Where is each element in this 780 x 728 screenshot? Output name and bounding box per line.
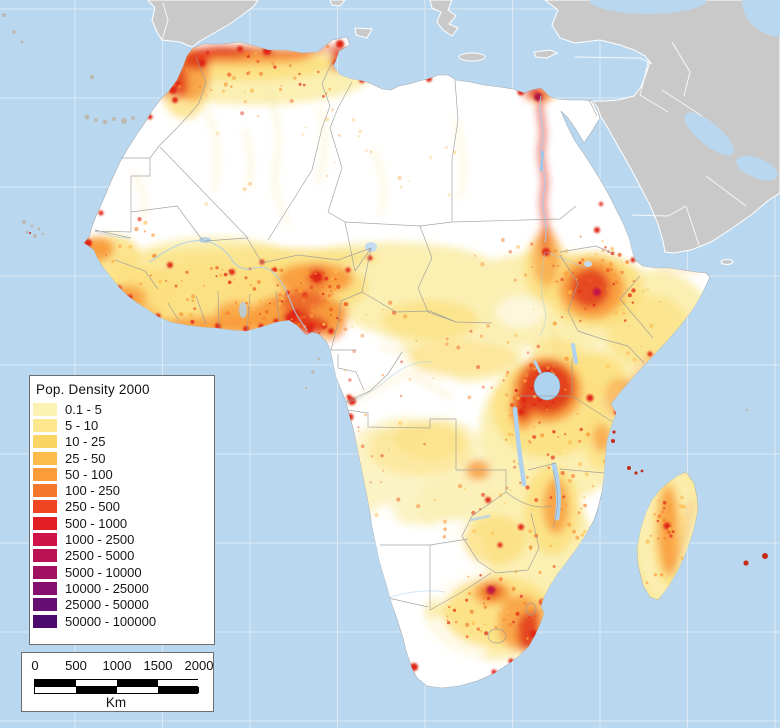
scale-bar-segment [117,687,158,693]
scale-bar-segment [76,687,117,693]
swaziland-border [525,602,537,616]
legend-label: 5 - 10 [65,417,99,433]
legend-label: 100 - 250 [65,483,120,499]
legend-label: 2500 - 5000 [65,548,135,564]
scale-tick-label: 1000 [102,658,132,673]
socotra-island [720,259,734,265]
lake-victoria [533,371,561,401]
legend-row: 25 - 50 [33,450,214,466]
lake-tana [584,261,592,267]
reunion-island [743,560,749,566]
legend-label: 10 - 25 [65,434,106,450]
legend-swatch [33,451,57,465]
comoros-islands [627,466,631,470]
scale-tick-label: 1500 [143,658,173,673]
legend-row: 10000 - 25000 [33,580,214,596]
legend-swatch [33,598,57,612]
gulf-of-oman [736,155,778,181]
scale-tick-label: 0 [31,658,39,673]
legend-swatch [33,614,57,628]
country-borders [94,56,654,644]
lesotho-border [487,628,507,644]
small-islands [2,13,768,566]
marginal-seas [590,0,780,181]
legend-row: 250 - 500 [33,499,214,515]
legend-swatch [33,516,57,530]
legend-row: 5000 - 10000 [33,564,214,580]
legend-swatch [33,402,57,416]
greece-landmass [429,0,459,37]
lake-chad [365,242,377,252]
scale-tick-labels: 0 500 1000 1500 2000 [22,658,213,673]
crete-island [458,52,486,62]
lake-tanganyika [512,406,527,487]
legend-label: 500 - 1000 [65,515,128,531]
legend-swatch [33,549,57,563]
legend-label: 50000 - 100000 [65,613,157,629]
black-sea [590,0,706,14]
legend-row: 500 - 1000 [33,515,214,531]
scale-bar [34,679,199,694]
legend-swatch [33,500,57,514]
legend-swatch [33,533,57,547]
iberia-landmass [147,0,259,48]
scale-tick-label: 500 [65,658,87,673]
legend-label: 5000 - 10000 [65,564,142,580]
legend-swatch [33,418,57,432]
scale-bar-segment [158,680,199,686]
scale-bar-segment [158,687,199,693]
scale-bar-segment [117,680,158,686]
lake-turkana [571,343,578,364]
scale-bar-row-bottom [34,686,199,694]
scale-unit-label: Km [105,695,127,710]
lake-nasser [539,150,545,172]
scale-bar-segment [76,680,117,686]
other-landmasses [147,0,780,265]
sicily-island [354,27,373,39]
italy-landmass [329,0,346,7]
legend-label: 0.1 - 5 [65,401,102,417]
legend-swatch [33,467,57,481]
legend-swatch [33,435,57,449]
persian-gulf [684,112,734,156]
middle-east-landmass [544,0,780,254]
lake-malawi [551,462,561,521]
legend-row: 50 - 100 [33,466,214,482]
caspian-sea [742,0,780,37]
legend-title: Pop. Density 2000 [36,382,150,397]
legend-row: 2500 - 5000 [33,548,214,564]
legend-row: 5 - 10 [33,417,214,433]
scale-bar-panel: 0 500 1000 1500 2000 Km [21,652,214,712]
cyprus-island [533,49,559,59]
legend-label: 10000 - 25000 [65,580,149,596]
lake-volta [239,302,247,318]
legend-swatch [33,581,57,595]
legend-label: 25 - 50 [65,450,106,466]
legend-row: 10 - 25 [33,434,214,450]
legend-label: 250 - 500 [65,499,120,515]
lakes [199,150,592,522]
legend-swatch [33,565,57,579]
legend-row: 1000 - 2500 [33,531,214,547]
scale-tick-label: 2000 [184,658,214,673]
zanzibar-island [611,439,615,443]
mauritius-island [762,553,768,559]
legend-label: 1000 - 2500 [65,532,135,548]
other-land-borders [161,2,747,246]
legend-label: 50 - 100 [65,466,113,482]
scale-bar-segment [35,687,76,693]
legend-swatch [33,484,57,498]
scale-bar-segment [35,680,76,686]
legend-row: 50000 - 100000 [33,613,214,629]
scale-bar-row-top [34,679,199,687]
legend-row: 0.1 - 5 [33,401,214,417]
legend-row: 100 - 250 [33,482,214,498]
legend-row: 25000 - 50000 [33,597,214,613]
legend-label: 25000 - 50000 [65,597,149,613]
